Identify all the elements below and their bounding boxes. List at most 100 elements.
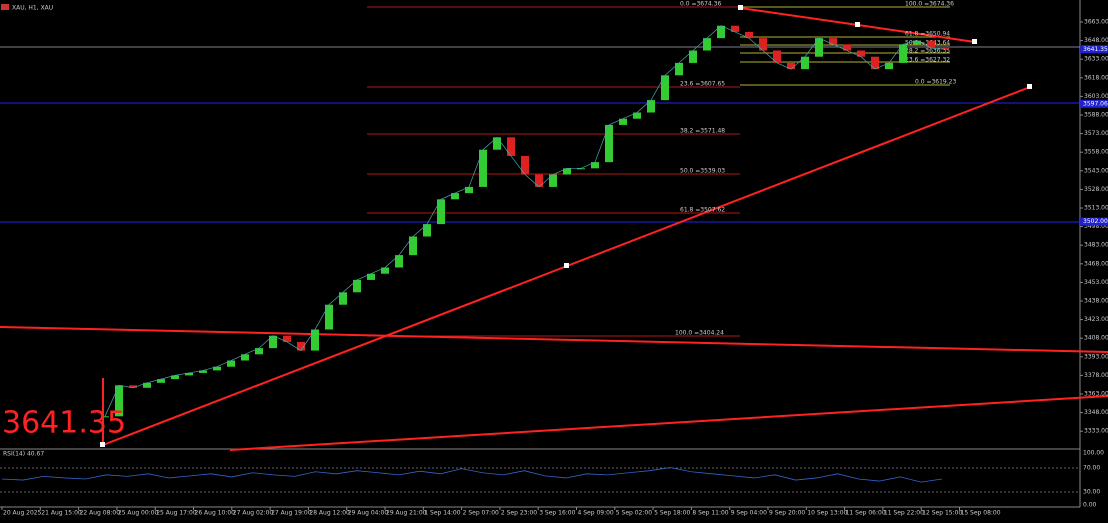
candle (395, 255, 403, 268)
fib-label: 100.0 =3674.36 (905, 1, 954, 8)
candle (101, 416, 109, 418)
candle (255, 348, 263, 355)
candle (451, 193, 459, 200)
candle (941, 48, 949, 50)
candle (367, 273, 375, 280)
candle (283, 335, 291, 342)
price-tick: 3408.00 (1084, 335, 1108, 342)
time-label: 29 Aug 21:00 (386, 510, 427, 517)
time-label: 4 Sep 09:00 (578, 510, 614, 517)
price-tick: 3483.00 (1084, 242, 1108, 249)
fib-label: 50.0 =3539.03 (680, 168, 725, 175)
price-tick: 3573.00 (1084, 130, 1108, 137)
time-label: 25 Aug 00:00 (118, 510, 159, 517)
fib-label: 0.0 =3674.36 (680, 1, 721, 8)
fib-label: 61.8 =3507.62 (680, 207, 725, 214)
fib-label: 23.6 =3627.32 (905, 57, 950, 64)
candle (493, 137, 501, 150)
time-label: 21 Aug 15:00 (41, 510, 82, 517)
time-label: 25 Aug 17:00 (156, 510, 197, 517)
price-tick: 3423.00 (1084, 316, 1108, 323)
price-tick: 3468.00 (1084, 260, 1108, 267)
time-label: 3 Sep 16:00 (539, 510, 575, 517)
rsi-line (1, 467, 943, 483)
candle (297, 341, 305, 351)
price-marker (1080, 99, 1108, 108)
candle (311, 329, 319, 351)
candle (465, 186, 473, 194)
candle (129, 385, 137, 388)
price-marker-label: 3597.06 (1083, 100, 1108, 107)
candle (157, 379, 165, 383)
candle (829, 38, 837, 45)
candle (171, 375, 179, 380)
price-tick: 3363.00 (1084, 391, 1108, 398)
candle (325, 304, 333, 330)
price-tick: 3588.00 (1084, 112, 1108, 119)
price-marker (1080, 45, 1108, 54)
candle (577, 168, 585, 170)
candle (549, 174, 557, 187)
rsi-tick: 70.00 (1083, 465, 1100, 472)
fib-label: 0.0 =3619.23 (915, 79, 956, 86)
candle (815, 38, 823, 57)
last-price: 3641.35 (2, 406, 126, 441)
price-marker-label: 3502.00 (1083, 218, 1108, 225)
rsi-tick: 0.00 (1083, 502, 1097, 509)
candle (437, 199, 445, 225)
time-label: 27 Aug 02:00 (233, 510, 274, 517)
candle (801, 56, 809, 70)
candle (339, 292, 347, 305)
candle (773, 50, 781, 63)
candle (913, 40, 921, 45)
candle (871, 56, 879, 70)
candle (199, 370, 207, 373)
time-label: 11 Sep 06:00 (846, 510, 886, 517)
price-tick: 3528.00 (1084, 186, 1108, 193)
fib-label: 100.0 =3404.24 (675, 330, 724, 337)
time-label: 20 Aug 2025 (3, 510, 42, 517)
symbol-label: XAU, H1, XAU (12, 5, 53, 12)
price-tick: 3603.00 (1084, 93, 1108, 100)
time-label: 26 Aug 10:00 (195, 510, 236, 517)
price-tick: 3393.00 (1084, 353, 1108, 360)
candle (521, 155, 529, 175)
candle (619, 118, 627, 125)
time-label: 5 Sep 02:00 (616, 510, 652, 517)
flag-icon (1, 4, 9, 10)
candle (591, 162, 599, 169)
candle (423, 224, 431, 237)
candle (759, 38, 767, 51)
candle (269, 335, 277, 349)
price-marker-label: 3641.35 (1083, 46, 1108, 53)
price-tick: 3648.00 (1084, 37, 1108, 44)
time-label: 28 Aug 12:00 (309, 510, 350, 517)
candle (675, 62, 683, 76)
candle (409, 236, 417, 256)
price-tick: 3333.00 (1084, 428, 1108, 435)
candle (899, 44, 907, 63)
price-tick: 3513.00 (1084, 205, 1108, 212)
candle (213, 366, 221, 371)
time-label: 10 Sep 13:00 (807, 510, 847, 517)
time-label: 5 Sep 18:00 (654, 510, 690, 517)
time-label: 12 Sep 15:00 (922, 510, 962, 517)
candle (647, 100, 655, 113)
time-label: 8 Sep 11:00 (692, 510, 728, 517)
anchor-points (100, 5, 1032, 447)
time-label: 11 Sep 22:00 (884, 510, 924, 517)
price-tick: 3498.00 (1084, 223, 1108, 230)
candle (633, 112, 641, 119)
time-label: 27 Aug 19:00 (271, 510, 312, 517)
rsi-tick: 100.00 (1083, 450, 1104, 457)
candle (857, 50, 865, 57)
candle (241, 354, 249, 361)
candle (115, 385, 123, 417)
candle (479, 149, 487, 187)
time-label: 1 Sep 14:00 (424, 510, 460, 517)
candle (745, 31, 753, 39)
candle (661, 75, 669, 101)
rsi-tick: 30.00 (1083, 489, 1100, 496)
price-tick: 3558.00 (1084, 149, 1108, 156)
